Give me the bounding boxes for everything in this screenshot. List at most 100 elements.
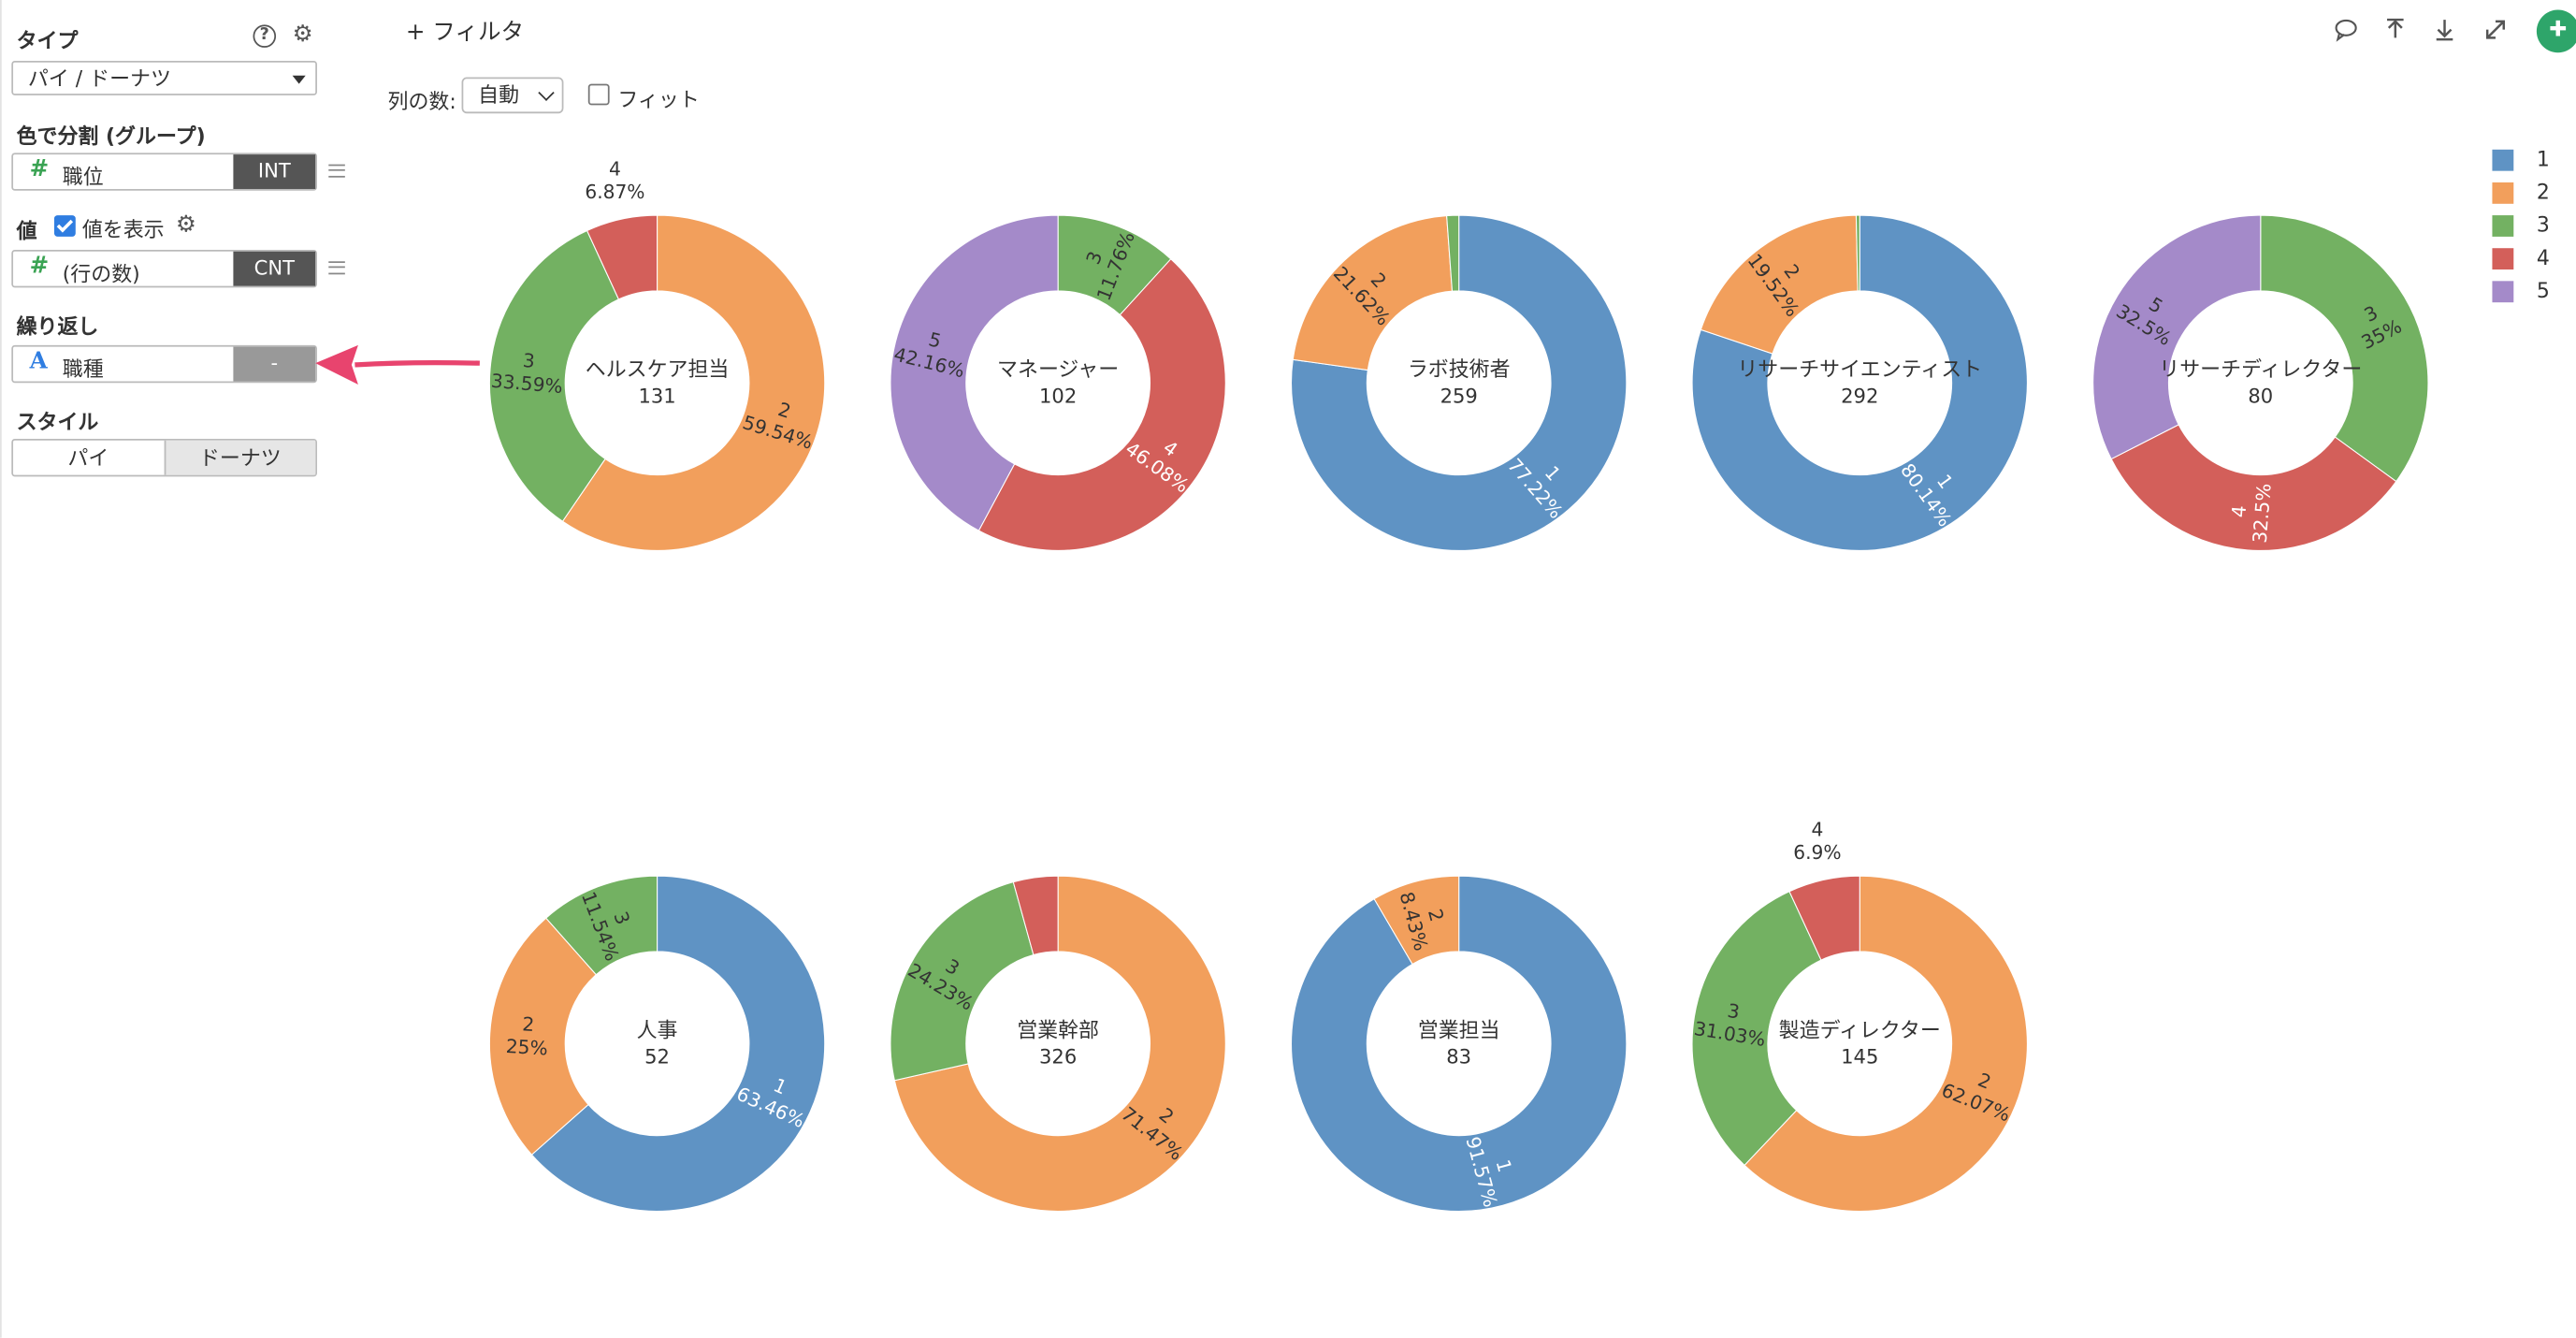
donut-slice-5[interactable]	[2092, 214, 2262, 460]
gear-icon[interactable]: ⚙	[292, 21, 313, 48]
legend-swatch	[2492, 215, 2514, 237]
slice-label: 3	[522, 349, 536, 372]
value-heading: 値	[16, 218, 37, 243]
donut-total: 292	[1841, 384, 1878, 407]
donut-slice-2[interactable]	[1700, 214, 1859, 355]
slice-label: 4	[2227, 504, 2250, 518]
drag-handle-icon[interactable]	[328, 261, 345, 275]
donut-title: 営業担当	[1418, 1019, 1500, 1042]
type-heading: タイプ	[16, 27, 79, 53]
donut-total: 102	[1039, 384, 1077, 407]
donut-slice-3[interactable]	[545, 875, 658, 976]
donut-slice-2[interactable]	[893, 875, 1226, 1212]
comment-icon[interactable]	[2333, 17, 2359, 43]
donut-slice-3[interactable]	[890, 881, 1035, 1082]
donut-slice-2[interactable]	[561, 214, 826, 551]
value-field-name: (行の数)	[62, 261, 140, 286]
style-option-pie[interactable]: パイ	[67, 444, 109, 471]
left-edge	[0, 0, 2, 1338]
slice-percent: 6.87%	[585, 181, 644, 203]
legend-swatch	[2492, 149, 2514, 171]
chart-type-select[interactable]: パイ / ドーナツ	[11, 60, 317, 95]
style-heading: スタイル	[16, 409, 99, 434]
pin-icon[interactable]: ✚	[2536, 9, 2576, 53]
chart-type-value: パイ / ドーナツ	[27, 65, 171, 91]
donut-slice-1[interactable]	[1291, 875, 1628, 1212]
slice-label: 2	[522, 1012, 535, 1036]
filter-label: フィルタ	[432, 20, 525, 47]
color-field-aggregate[interactable]: INT	[233, 154, 316, 189]
slice-label: 4	[609, 158, 621, 181]
donut-slice-4[interactable]	[586, 214, 658, 300]
legend-swatch	[2492, 248, 2514, 270]
legend-swatch	[2492, 281, 2514, 303]
color-field-name: 職位	[62, 164, 104, 189]
donut-slice-2[interactable]	[488, 917, 598, 1156]
donut-slice-1[interactable]	[530, 875, 826, 1212]
legend-label: 4	[2536, 244, 2550, 270]
donut-title: ラボ技術者	[1408, 358, 1511, 382]
slice-label: 3	[1726, 999, 1742, 1024]
repeat-heading: 繰り返し	[16, 313, 99, 339]
value-gear-icon[interactable]: ⚙	[175, 211, 196, 239]
donut-slice-5[interactable]	[890, 214, 1059, 531]
donut-slice-2[interactable]	[1373, 875, 1460, 966]
donut-slice-3[interactable]	[2260, 214, 2429, 483]
donut-slice-3[interactable]	[1691, 891, 1822, 1167]
legend-label: 3	[2536, 211, 2550, 237]
number-type-icon: #	[29, 155, 50, 182]
fit-checkbox[interactable]	[587, 83, 610, 106]
columns-value: 自動	[478, 81, 520, 108]
slice-percent: 6.9%	[1793, 841, 1841, 864]
donut-slice-4[interactable]	[977, 258, 1226, 551]
columns-select[interactable]: 自動	[461, 77, 564, 114]
donut-slice-2[interactable]	[1292, 215, 1454, 371]
donut-slice-2[interactable]	[1744, 875, 2028, 1212]
show-values-checkbox[interactable]	[53, 215, 76, 237]
donut-slice-3[interactable]	[488, 229, 620, 522]
color-field[interactable]: # 職位 INT	[11, 153, 317, 191]
drag-handle-icon[interactable]	[328, 164, 345, 178]
show-values-label: 値を表示	[81, 216, 165, 242]
donut-slice-4[interactable]	[2110, 424, 2397, 551]
value-field[interactable]: # (行の数) CNT	[11, 249, 317, 288]
donut-slice-4[interactable]	[1012, 875, 1059, 956]
legend-label: 2	[2536, 179, 2550, 204]
color-split-heading: 色で分割 (グループ)	[16, 123, 206, 149]
legend-label: 1	[2536, 146, 2550, 171]
legend-label: 5	[2536, 277, 2550, 303]
donut-slice-3[interactable]	[1446, 214, 1460, 292]
donut-title: 製造ディレクター	[1779, 1019, 1941, 1042]
donut-total: 80	[2248, 384, 2273, 407]
donut-total: 131	[638, 384, 675, 407]
repeat-field[interactable]: A 職種 -	[11, 344, 317, 384]
donut-slice-1[interactable]	[1291, 214, 1628, 551]
fit-label: フィット	[617, 87, 700, 112]
donut-slice-4[interactable]	[1788, 875, 1860, 961]
help-icon[interactable]: ?	[253, 24, 277, 48]
columns-label: 列の数:	[387, 88, 456, 114]
style-option-donut[interactable]: ドーナツ	[163, 440, 316, 475]
style-toggle: パイ ドーナツ	[11, 438, 317, 477]
filter-button[interactable]: + フィルタ	[406, 15, 524, 48]
repeat-field-aggregate[interactable]: -	[233, 346, 316, 382]
donut-title: リサーチディレクター	[2159, 358, 2362, 382]
value-field-aggregate[interactable]: CNT	[233, 251, 316, 286]
donut-title: ヘルスケア担当	[586, 358, 730, 382]
slice-label: 5	[926, 327, 943, 352]
slice-percent: 25%	[505, 1035, 548, 1060]
download-icon[interactable]	[2431, 17, 2457, 43]
expand-icon[interactable]	[2482, 17, 2509, 43]
repeat-field-name: 職種	[62, 356, 104, 382]
donut-slice-3[interactable]	[1855, 214, 1860, 292]
upload-icon[interactable]	[2382, 17, 2409, 43]
donut-slice-1[interactable]	[1691, 214, 2028, 551]
donut-title: マネージャー	[997, 358, 1119, 382]
